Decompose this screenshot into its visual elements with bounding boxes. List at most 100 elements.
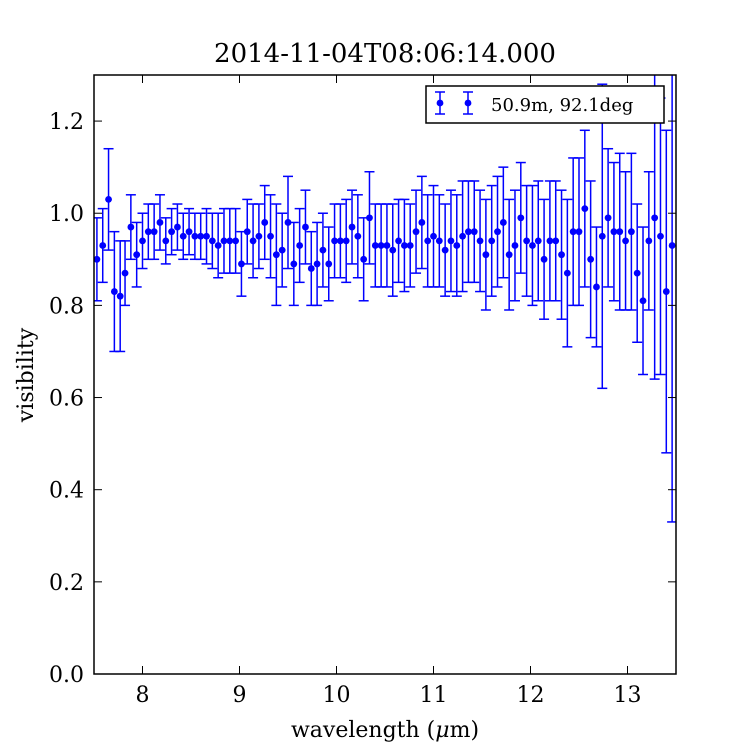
data-point bbox=[377, 242, 385, 249]
x-tick-label: 13 bbox=[614, 683, 642, 708]
data-point bbox=[418, 219, 426, 226]
data-point bbox=[389, 246, 397, 254]
data-point bbox=[121, 269, 129, 277]
data-point bbox=[610, 228, 618, 236]
data-point bbox=[499, 219, 507, 226]
data-point bbox=[529, 242, 536, 249]
data-point bbox=[441, 246, 449, 254]
data-point bbox=[366, 214, 373, 222]
data-point bbox=[255, 232, 263, 240]
data-point bbox=[453, 242, 461, 249]
data-point bbox=[633, 269, 641, 277]
data-point bbox=[575, 228, 583, 236]
data-point bbox=[278, 246, 286, 254]
data-point bbox=[203, 232, 210, 240]
y-tick-label: 0.8 bbox=[49, 294, 84, 319]
data-point bbox=[360, 255, 368, 263]
data-point bbox=[342, 237, 350, 245]
x-tick-label: 8 bbox=[136, 683, 150, 708]
data-marks bbox=[94, 75, 676, 523]
data-point bbox=[563, 269, 571, 277]
y-tick-label: 0.6 bbox=[49, 387, 84, 412]
data-point bbox=[313, 260, 321, 268]
data-point bbox=[139, 237, 146, 245]
data-point bbox=[150, 228, 158, 236]
data-point bbox=[284, 219, 292, 226]
data-point bbox=[331, 237, 338, 245]
legend-label: 50.9m, 92.1deg bbox=[491, 95, 633, 116]
data-point bbox=[238, 260, 245, 268]
data-point bbox=[162, 237, 170, 245]
data-point bbox=[447, 237, 455, 245]
data-point bbox=[290, 260, 298, 268]
data-point bbox=[168, 228, 176, 236]
data-point bbox=[587, 255, 595, 263]
data-point bbox=[249, 237, 257, 245]
data-point bbox=[383, 242, 391, 249]
data-point bbox=[622, 237, 629, 245]
data-point bbox=[459, 232, 466, 240]
data-point bbox=[534, 237, 542, 245]
data-point bbox=[336, 237, 344, 245]
data-point bbox=[208, 237, 216, 245]
data-point bbox=[435, 237, 443, 245]
data-point bbox=[511, 242, 519, 249]
data-point bbox=[220, 237, 228, 245]
data-point bbox=[197, 232, 205, 240]
y-axis-label: visibility bbox=[14, 327, 39, 423]
legend-point bbox=[436, 99, 444, 107]
data-point bbox=[105, 196, 112, 203]
x-axis-label-mu: μ bbox=[435, 718, 449, 743]
data-point bbox=[598, 232, 606, 240]
y-tick-label: 0.2 bbox=[49, 571, 84, 596]
data-point bbox=[110, 288, 118, 295]
data-point bbox=[430, 232, 437, 240]
data-point bbox=[127, 223, 135, 231]
data-point bbox=[296, 242, 304, 249]
data-point bbox=[94, 255, 101, 263]
data-point bbox=[639, 297, 647, 305]
data-point bbox=[627, 228, 635, 236]
data-point bbox=[662, 288, 670, 295]
data-point bbox=[558, 251, 565, 259]
x-axis-label-text: wavelength ( bbox=[291, 718, 435, 743]
data-point bbox=[523, 237, 531, 245]
x-tick-label: 12 bbox=[517, 683, 545, 708]
data-point bbox=[395, 237, 402, 245]
data-point bbox=[307, 265, 315, 272]
data-point bbox=[517, 214, 525, 222]
data-point bbox=[371, 242, 379, 249]
data-point bbox=[348, 223, 356, 231]
legend: 50.9m, 92.1deg bbox=[425, 85, 665, 124]
data-point bbox=[226, 237, 234, 245]
chart-title: 2014-11-04T08:06:14.000 bbox=[214, 39, 556, 69]
data-point bbox=[616, 228, 624, 236]
x-tick-label: 11 bbox=[420, 683, 448, 708]
data-point bbox=[657, 232, 664, 240]
data-point bbox=[174, 223, 181, 231]
data-point bbox=[406, 242, 414, 249]
x-axis-label: wavelength (μm) bbox=[291, 718, 479, 743]
data-point bbox=[232, 237, 240, 245]
x-tick-label: 10 bbox=[323, 683, 351, 708]
data-point bbox=[267, 232, 274, 240]
data-point bbox=[214, 242, 222, 249]
data-point bbox=[243, 228, 251, 236]
legend-marker bbox=[435, 91, 473, 115]
data-point bbox=[401, 242, 408, 249]
data-point bbox=[354, 232, 362, 240]
data-point bbox=[144, 228, 152, 236]
data-point bbox=[476, 237, 484, 245]
data-point bbox=[505, 251, 513, 259]
data-point bbox=[191, 232, 199, 240]
data-point bbox=[470, 228, 478, 236]
data-point bbox=[302, 223, 309, 231]
data-point bbox=[179, 232, 187, 240]
x-axis-label-unit: m) bbox=[450, 718, 479, 743]
data-point bbox=[552, 237, 560, 245]
data-point bbox=[319, 246, 327, 254]
data-point bbox=[540, 255, 548, 263]
data-point bbox=[261, 219, 269, 226]
axes-frame bbox=[93, 74, 677, 675]
